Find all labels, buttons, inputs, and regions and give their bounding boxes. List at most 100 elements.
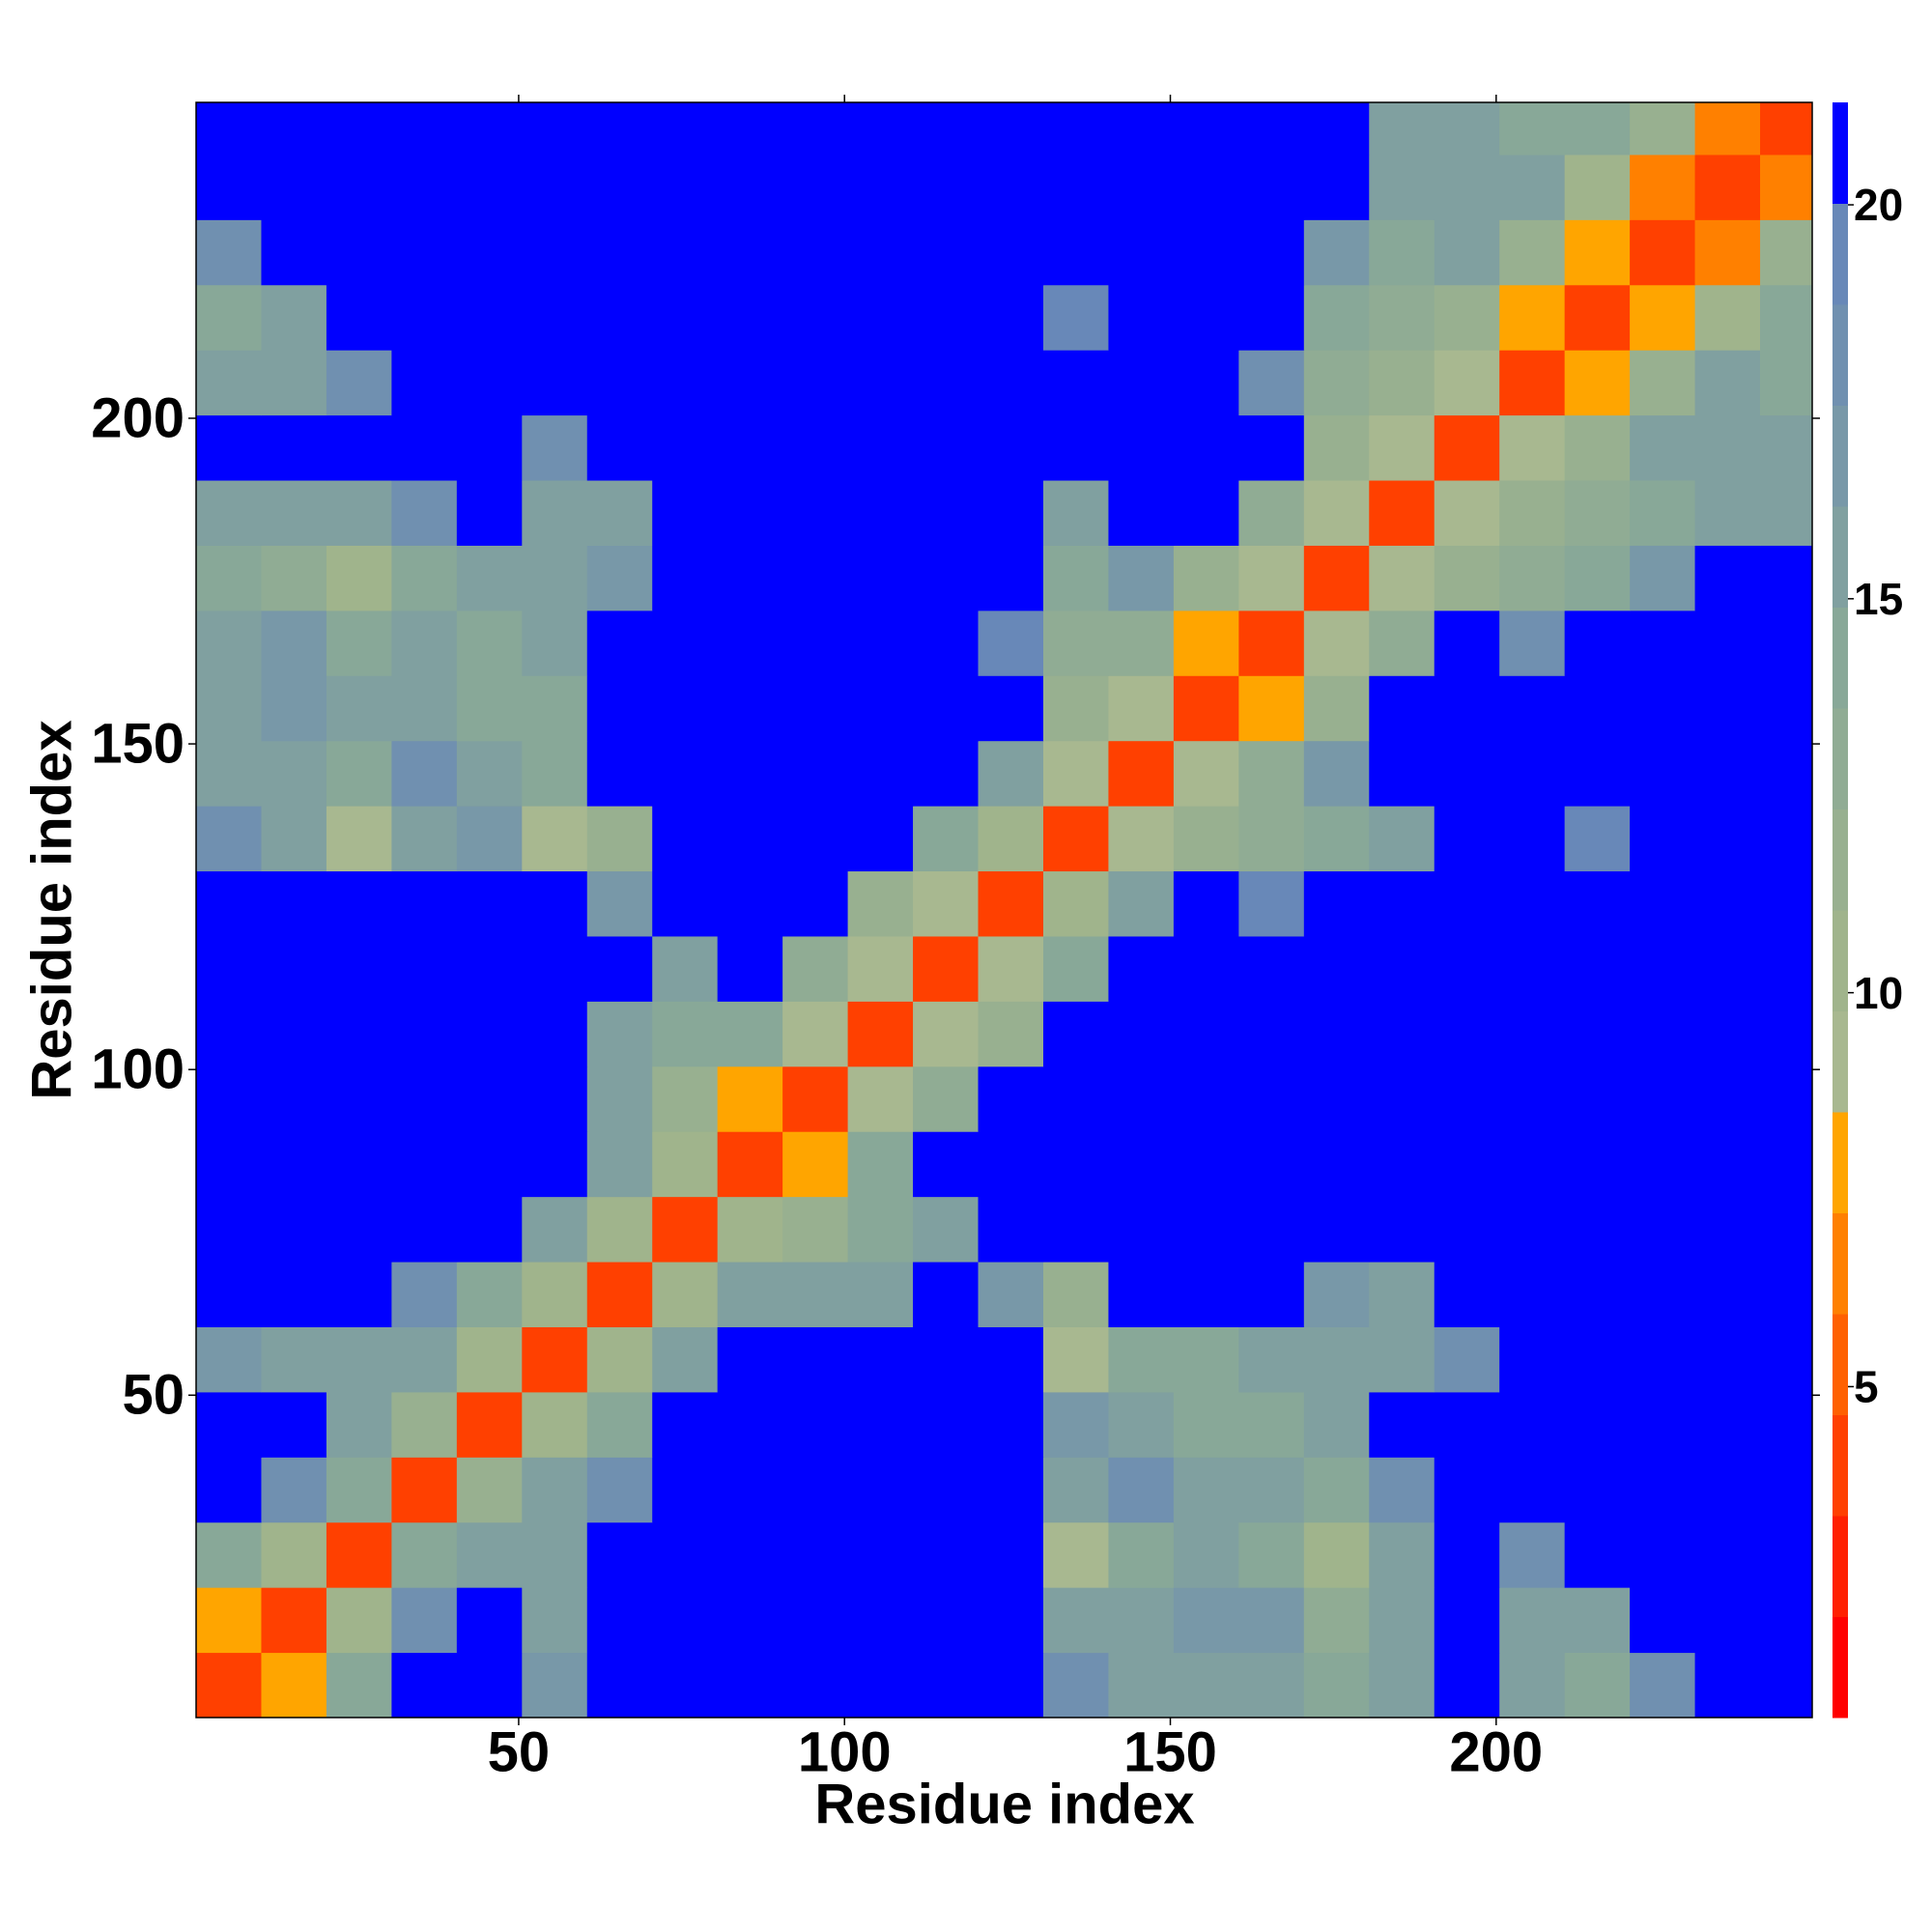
- heatmap-cell: [456, 740, 523, 807]
- heatmap-cell: [1303, 414, 1370, 481]
- heatmap-cell: [913, 870, 980, 937]
- x-axis-title: Residue index: [814, 1773, 1194, 1835]
- heatmap-cell: [978, 1131, 1044, 1198]
- heatmap-cell: [1564, 1196, 1631, 1263]
- heatmap-cell: [456, 1391, 523, 1458]
- heatmap-cell: [913, 740, 980, 807]
- heatmap-cell: [717, 1326, 783, 1393]
- heatmap-cell: [913, 414, 980, 481]
- heatmap-cell: [1564, 870, 1631, 937]
- heatmap-cell: [1108, 1652, 1175, 1719]
- heatmap-cells: [196, 102, 1813, 1719]
- heatmap-cell: [391, 545, 458, 611]
- heatmap-cell: [1630, 1131, 1696, 1198]
- heatmap-cell: [782, 545, 849, 611]
- heatmap-cell: [1694, 675, 1761, 742]
- heatmap-cell: [196, 350, 262, 416]
- heatmap-cell: [847, 1587, 914, 1654]
- heatmap-cell: [1760, 1587, 1813, 1654]
- heatmap-cell: [1303, 1457, 1370, 1523]
- heatmap-cell: [978, 740, 1044, 807]
- heatmap-cell: [847, 1391, 914, 1458]
- heatmap-cell: [717, 102, 783, 156]
- y-axis-title: Residue index: [20, 720, 83, 1099]
- y-tick-label: 150: [91, 712, 185, 775]
- heatmap-cell: [1694, 1065, 1761, 1132]
- heatmap-cell: [1760, 610, 1813, 676]
- heatmap-cell: [1630, 1196, 1696, 1263]
- heatmap-cell: [1173, 1065, 1239, 1132]
- heatmap-cell: [847, 1652, 914, 1719]
- heatmap-cell: [326, 870, 392, 937]
- heatmap-cell: [456, 102, 523, 156]
- heatmap-cell: [782, 1521, 849, 1588]
- heatmap-cell: [1173, 414, 1239, 481]
- heatmap-cell: [196, 870, 262, 937]
- colorbar-band: [1833, 910, 1848, 1011]
- heatmap-cell: [652, 1457, 719, 1523]
- heatmap-cell: [717, 1262, 783, 1327]
- heatmap-cell: [717, 610, 783, 676]
- x-tick-label: 100: [798, 1720, 892, 1783]
- heatmap-cell: [782, 102, 849, 156]
- heatmap-cell: [978, 1652, 1044, 1719]
- colorbar-band: [1833, 506, 1848, 608]
- heatmap-cell: [1434, 1262, 1500, 1327]
- heatmap-cell: [978, 1196, 1044, 1263]
- heatmap-cell: [1042, 284, 1109, 351]
- heatmap-cell: [391, 870, 458, 937]
- heatmap-cell: [326, 1587, 392, 1654]
- heatmap-cell: [456, 1587, 523, 1654]
- heatmap-cell: [652, 1262, 719, 1327]
- heatmap-cell: [652, 1326, 719, 1393]
- heatmap-cell: [1630, 1587, 1696, 1654]
- heatmap-cell: [586, 102, 653, 156]
- heatmap-cell: [1238, 545, 1305, 611]
- heatmap-cell: [847, 1326, 914, 1393]
- heatmap-cell: [717, 740, 783, 807]
- heatmap-cell: [1173, 870, 1239, 937]
- heatmap-cell: [1434, 1391, 1500, 1458]
- heatmap-cell: [1630, 480, 1696, 546]
- heatmap-cell: [1434, 870, 1500, 937]
- heatmap-cell: [1499, 350, 1566, 416]
- heatmap-cell: [586, 675, 653, 742]
- heatmap-cell: [1760, 154, 1813, 220]
- heatmap-cell: [847, 102, 914, 156]
- heatmap-cell: [1694, 1326, 1761, 1393]
- heatmap-cell: [1369, 1326, 1435, 1393]
- heatmap-cell: [261, 545, 327, 611]
- heatmap-cell: [1499, 480, 1566, 546]
- colorbar-band: [1833, 304, 1848, 406]
- heatmap-cell: [1303, 1196, 1370, 1263]
- heatmap-cell: [847, 1065, 914, 1132]
- heatmap-cell: [456, 806, 523, 872]
- heatmap-cell: [326, 1001, 392, 1067]
- heatmap-cell: [456, 870, 523, 937]
- heatmap-cell: [1434, 1652, 1500, 1719]
- heatmap-cell: [1434, 610, 1500, 676]
- heatmap-cell: [1564, 1262, 1631, 1327]
- heatmap-cell: [652, 1391, 719, 1458]
- heatmap-cell: [652, 480, 719, 546]
- heatmap-cell: [1108, 1262, 1175, 1327]
- heatmap-cell: [1694, 740, 1761, 807]
- heatmap-cell: [586, 1457, 653, 1523]
- heatmap-cell: [456, 675, 523, 742]
- heatmap-cell: [1108, 480, 1175, 546]
- heatmap-cell: [1694, 1391, 1761, 1458]
- heatmap-cell: [782, 1001, 849, 1067]
- heatmap-cell: [1108, 1326, 1175, 1393]
- heatmap-cell: [261, 1391, 327, 1458]
- heatmap-cell: [1303, 480, 1370, 546]
- heatmap-cell: [1042, 219, 1109, 286]
- heatmap-cell: [261, 414, 327, 481]
- heatmap-cell: [391, 102, 458, 156]
- heatmap-cell: [1499, 1065, 1566, 1132]
- heatmap-cell: [1564, 806, 1631, 872]
- x-tick-label: 50: [488, 1720, 551, 1783]
- heatmap-cell: [586, 219, 653, 286]
- heatmap-cell: [652, 350, 719, 416]
- heatmap-cell: [1238, 1065, 1305, 1132]
- heatmap-cell: [586, 935, 653, 1002]
